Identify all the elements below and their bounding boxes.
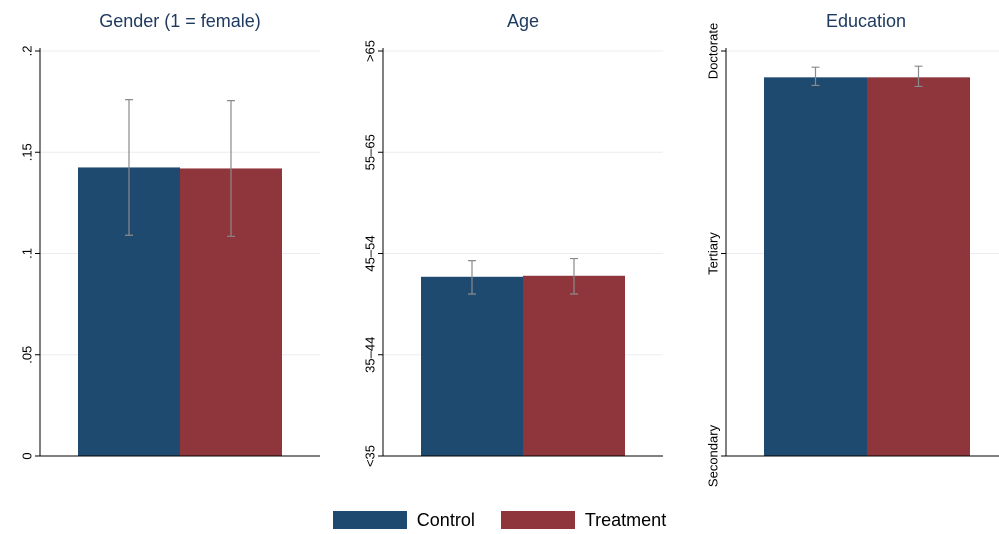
figure: Gender (1 = female) 0 .05 .1 .15 .2 Age <35 35–… [19,11,999,487]
error-bar-control [468,259,476,295]
y-tick-label: 45–54 [362,235,377,271]
error-bar-treatment [570,257,578,295]
legend-swatch-treatment [500,511,575,529]
y-tick-label: >65 [362,40,377,62]
error-bar-treatment [227,100,235,237]
y-tick-label: Secondary [705,424,720,487]
panel-gender: Gender (1 = female) 0 .05 .1 .15 .2 [19,11,320,460]
error-bar-control [811,66,820,87]
panel-age: Age <35 35–44 45–54 55–65 >65 [362,11,663,467]
y-tick-label: 35–44 [362,337,377,373]
panel-education: Education Secondary Tertiary Doctorate [705,11,999,487]
panel-title: Gender (1 = female) [99,11,261,31]
y-tick-label: .15 [19,143,34,161]
legend-label-control: Control [416,509,475,530]
y-tick-label: .1 [19,248,34,259]
panel-title: Age [507,11,539,31]
y-tick-label: <35 [362,445,377,467]
legend-item-treatment: Treatment [500,509,667,531]
bar-control [764,77,867,456]
y-tick-label: .2 [19,46,34,57]
error-bar-control [125,99,133,236]
y-tick-label: Doctorate [705,23,720,79]
legend: Control Treatment [0,506,999,534]
y-tick-label: 0 [19,452,34,459]
legend-label-treatment: Treatment [584,509,667,530]
bar-treatment [867,77,970,456]
bar-control [421,276,523,456]
panel-title: Education [826,11,906,31]
legend-swatch-control [332,511,407,529]
y-tick-label: Tertiary [705,232,720,275]
error-bar-treatment [914,65,923,88]
legend-item-control: Control [332,509,475,531]
y-tick-label: 55–65 [362,134,377,170]
bar-treatment [523,275,625,456]
y-tick-label: .05 [19,346,34,364]
